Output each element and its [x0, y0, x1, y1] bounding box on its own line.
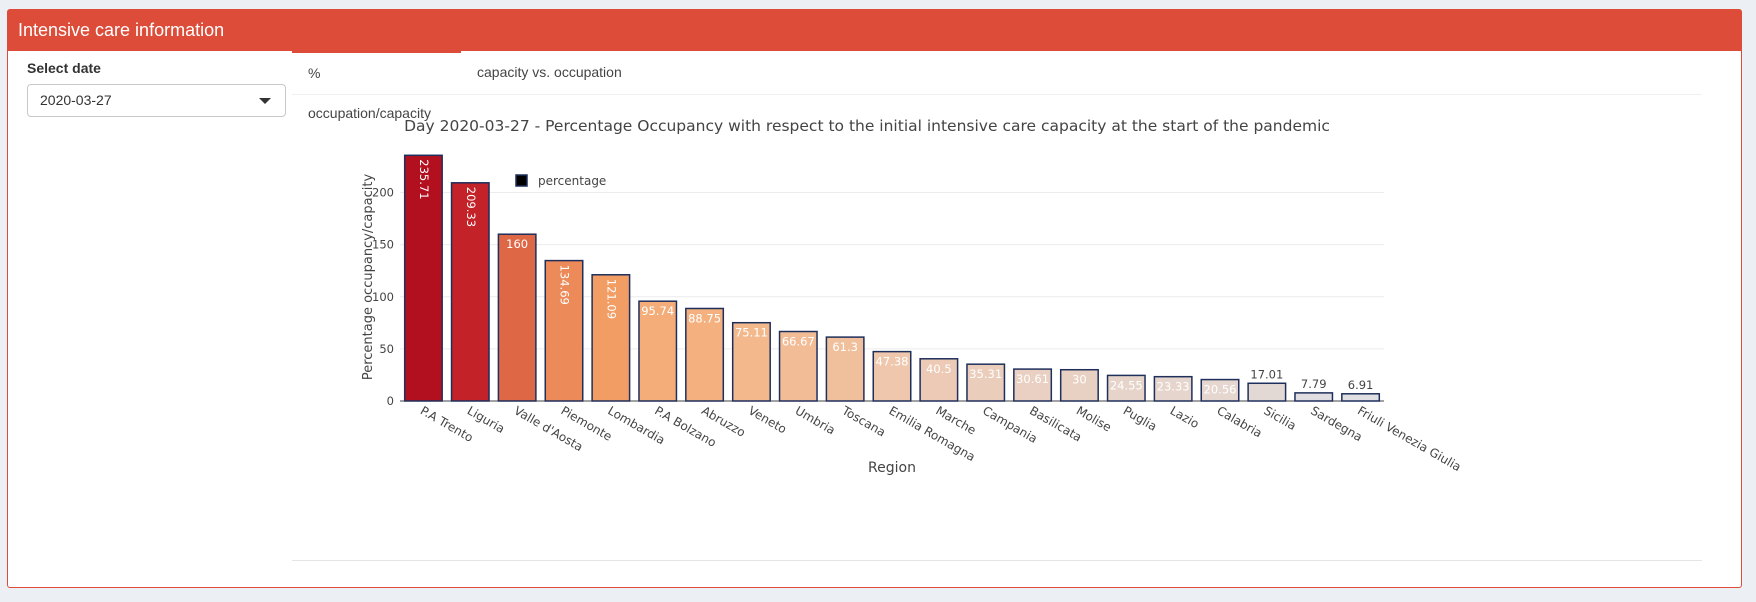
x-axis-title: Region [868, 460, 916, 476]
y-tick-label: 50 [379, 342, 394, 356]
tab-capacity-vs-occupation[interactable]: capacity vs. occupation [477, 64, 622, 80]
chart-container: Day 2020-03-27 - Percentage Occupancy wi… [292, 95, 1702, 560]
bar [1106, 374, 1146, 402]
data-label: 95.74 [641, 304, 674, 318]
data-label: 23.33 [1157, 380, 1190, 394]
bar [1059, 368, 1099, 402]
select-date-label: Select date [27, 60, 101, 76]
bar [919, 358, 959, 402]
data-label: 47.38 [876, 355, 909, 369]
data-label: 20.56 [1204, 383, 1237, 397]
legend-label: percentage [538, 174, 606, 188]
bar [966, 363, 1006, 402]
data-label: 160 [506, 237, 528, 251]
x-tick-label: Sicilia [1261, 403, 1298, 433]
bar [1013, 368, 1053, 402]
data-label: 121.09 [604, 279, 618, 319]
x-tick-label: Veneto [746, 403, 789, 436]
date-select-value: 2020-03-27 [40, 92, 112, 108]
y-axis-title: Percentage occupancy/capacity [361, 174, 376, 381]
x-tick-label: Friuli Venezia Giulia [1355, 403, 1463, 474]
y-tick-label: 100 [372, 290, 394, 304]
y-tick-label: 200 [372, 186, 394, 200]
data-label: 30 [1072, 373, 1087, 387]
intensive-care-box: Intensive care information [7, 9, 1742, 588]
data-label: 88.75 [688, 311, 721, 325]
data-label: 30.61 [1016, 372, 1049, 386]
x-tick-label: Toscana [839, 403, 888, 440]
data-label: 35.31 [969, 367, 1002, 381]
bar [731, 321, 771, 402]
x-tick-label: Lazio [1168, 403, 1202, 431]
bar [1247, 382, 1287, 402]
bar [403, 154, 443, 402]
chart-title: Day 2020-03-27 - Percentage Occupancy wi… [404, 117, 1330, 135]
data-label: 17.01 [1250, 367, 1283, 381]
data-label: 209.33 [464, 187, 478, 227]
bar [450, 182, 490, 402]
data-label: 7.79 [1301, 377, 1327, 391]
x-tick-label: Emilia Romagna [887, 403, 978, 464]
y-tick-label: 150 [372, 238, 394, 252]
date-select[interactable]: 2020-03-27 [27, 84, 286, 117]
x-tick-label: Calabria [1215, 403, 1265, 440]
bar [1294, 392, 1334, 402]
data-label: 40.5 [926, 362, 952, 376]
data-label: 134.69 [558, 265, 572, 305]
bar [591, 274, 631, 402]
tab-occupation-capacity[interactable]: % occupation/capacity [292, 50, 461, 121]
x-tick-label: Puglia [1121, 403, 1159, 433]
tab-bar: % occupation/capacity capacity vs. occup… [292, 50, 1702, 121]
box-title: Intensive care information [8, 10, 1741, 51]
x-tick-label: P.A Trento [418, 403, 476, 444]
bar [544, 259, 584, 402]
bar [1153, 375, 1193, 402]
data-label: 75.11 [735, 326, 768, 340]
bar [685, 307, 725, 402]
chevron-down-icon[interactable] [259, 98, 271, 104]
bar [497, 233, 537, 402]
bar [1341, 393, 1381, 402]
x-tick-label: Sardegna [1308, 403, 1365, 444]
x-tick-label: Umbria [793, 403, 838, 437]
bar-chart: Day 2020-03-27 - Percentage Occupancy wi… [361, 117, 1463, 476]
bar [825, 336, 865, 402]
bar [872, 350, 912, 402]
legend-swatch [515, 174, 528, 187]
data-label: 61.3 [832, 340, 858, 354]
data-label: 66.67 [782, 335, 815, 349]
data-label: 24.55 [1110, 378, 1143, 392]
data-label: 235.71 [417, 159, 431, 199]
tabs-panel: % occupation/capacity capacity vs. occup… [292, 50, 1702, 561]
y-tick-label: 0 [387, 394, 394, 408]
bar [778, 330, 818, 402]
data-label: 6.91 [1348, 378, 1374, 392]
bar [1200, 378, 1240, 402]
bar [638, 300, 678, 402]
sidebar: Select date 2020-03-27 [27, 60, 287, 117]
